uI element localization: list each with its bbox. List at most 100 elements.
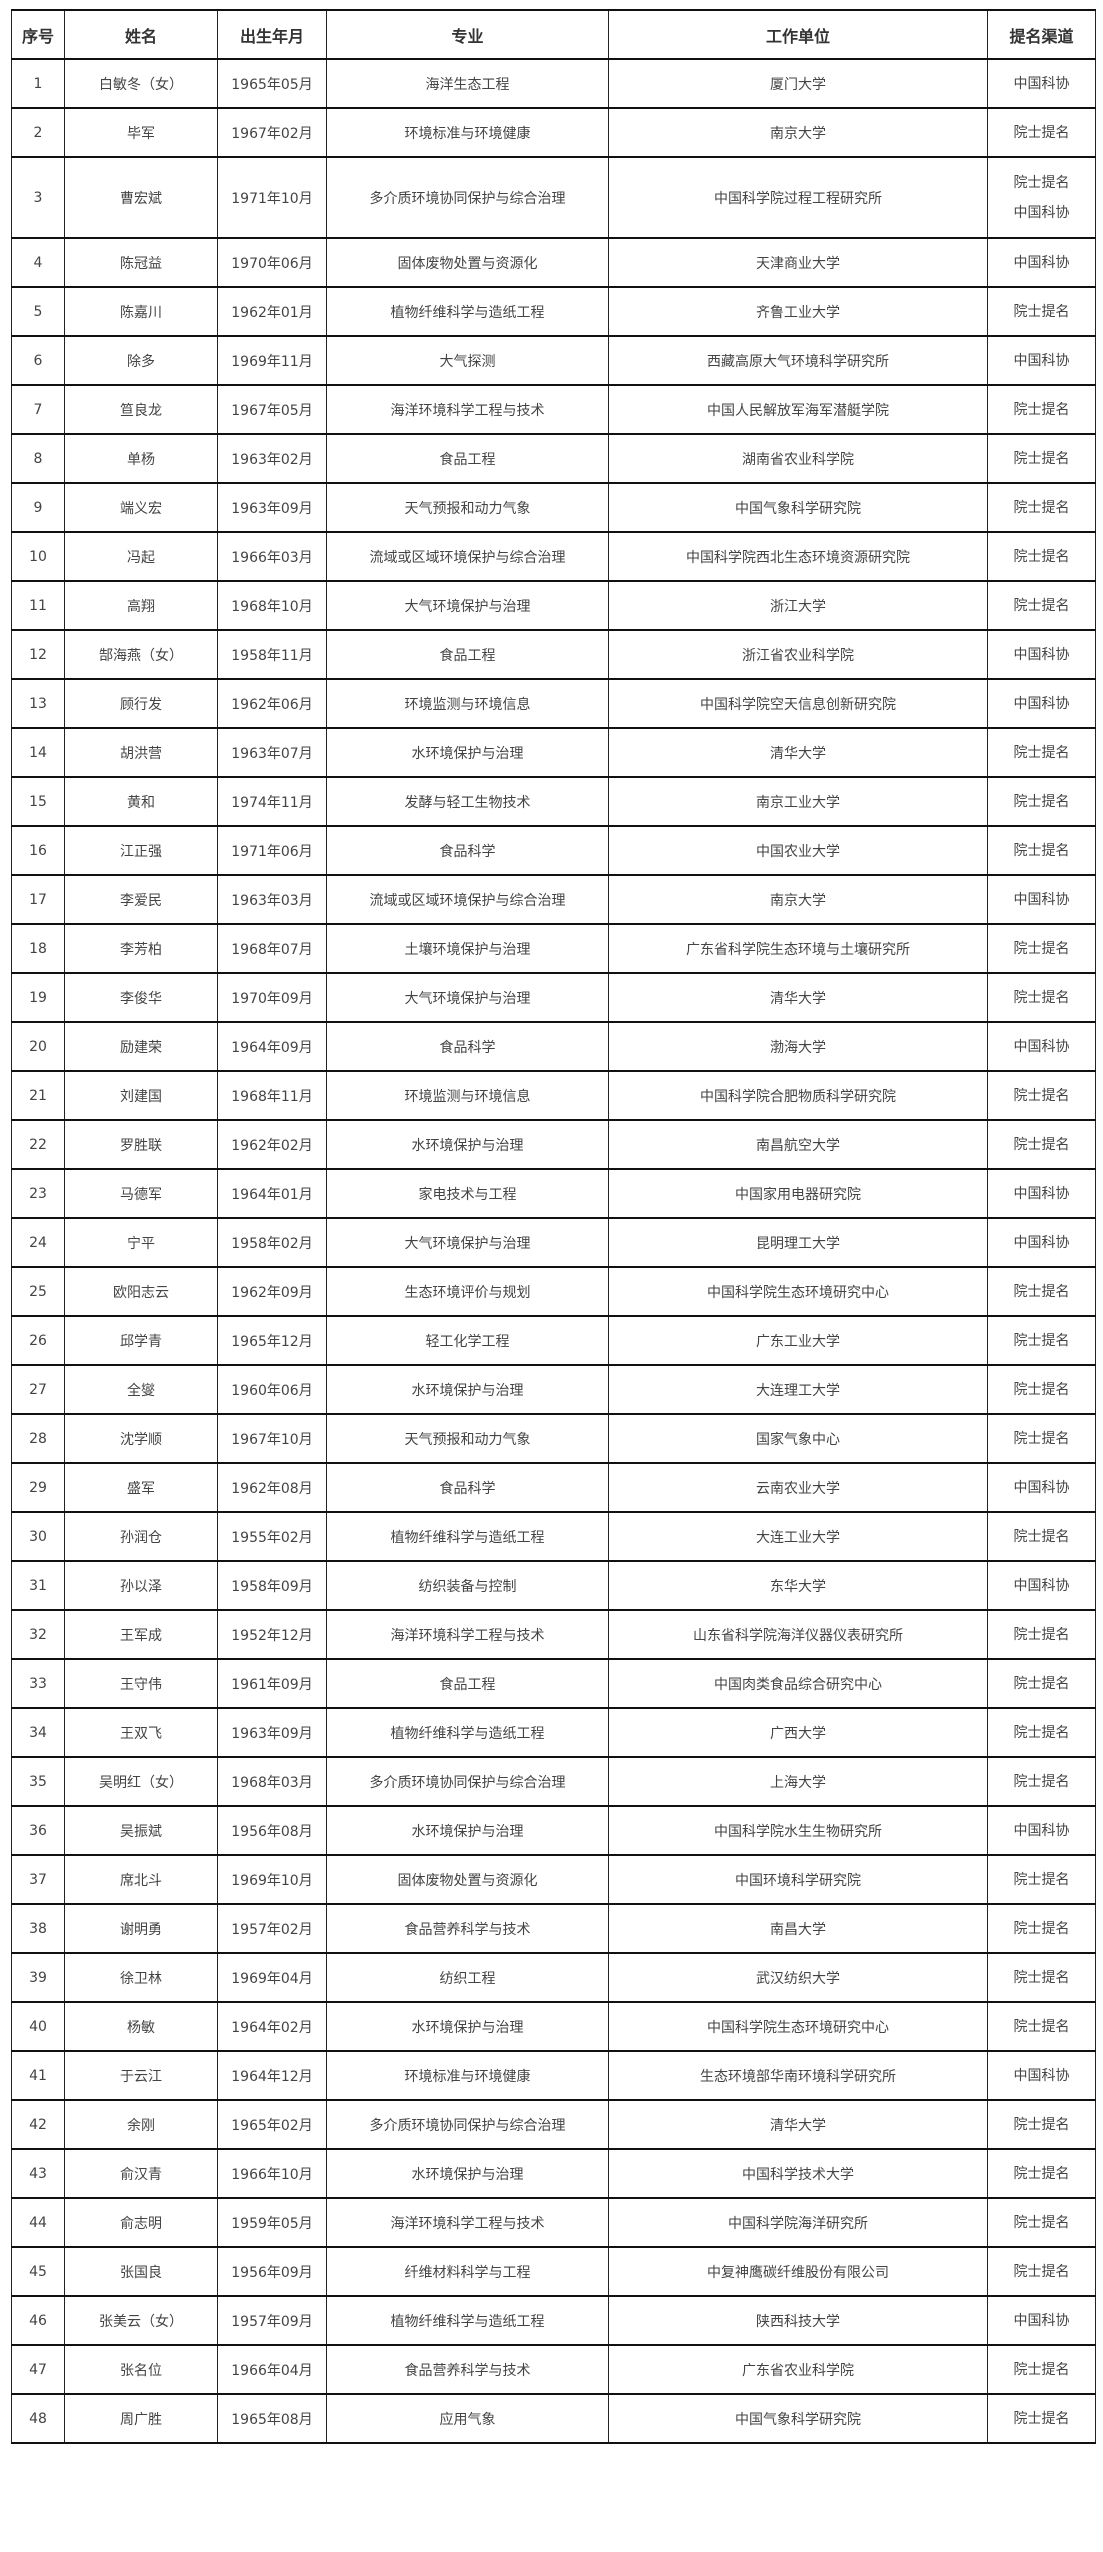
cell-index: 7: [11, 384, 65, 435]
cell-major: 海洋环境科学工程与技术: [326, 2197, 609, 2248]
cell-employer: 昆明理工大学: [608, 1217, 988, 1268]
cell-index: 40: [11, 2001, 65, 2052]
cell-name: 张美云（女）: [64, 2295, 218, 2346]
cell-employer: 浙江大学: [608, 580, 988, 631]
cell-name: 沈学顺: [64, 1413, 218, 1464]
channel-label: 院士提名: [1013, 989, 1070, 1006]
cell-birth: 1968年10月: [217, 580, 327, 631]
channel-label: 院士提名: [1013, 2214, 1070, 2231]
cell-employer: 南京大学: [608, 107, 988, 158]
cell-major: 植物纤维科学与造纸工程: [326, 1707, 609, 1758]
channel-label: 中国科协: [1013, 75, 1070, 92]
cell-birth: 1964年09月: [217, 1021, 327, 1072]
cell-index: 5: [11, 286, 65, 337]
cell-name: 俞汉青: [64, 2148, 218, 2199]
cell-major: 大气探测: [326, 335, 609, 386]
cell-index: 10: [11, 531, 65, 582]
cell-major: 发酵与轻工生物技术: [326, 776, 609, 827]
table-row: 41 于云江 1964年12月 环境标准与环境健康 生态环境部华南环境科学研究所 中国科协: [11, 2050, 1096, 2101]
cell-channel: 中国科协: [987, 678, 1096, 729]
table-row: 34 王双飞 1963年09月 植物纤维科学与造纸工程 广西大学 院士提名: [11, 1707, 1096, 1758]
cell-major: 流域或区域环境保护与综合治理: [326, 874, 609, 925]
cell-name: 孙润仓: [64, 1511, 218, 1562]
channel-label: 院士提名: [1013, 1136, 1070, 1153]
channel-label: 中国科协: [1013, 254, 1070, 271]
cell-major: 纺织工程: [326, 1952, 609, 2003]
table-header-row: 序号 姓名 出生年月 专业 工作单位 提名渠道: [11, 9, 1096, 60]
channel-label: 院士提名: [1013, 2263, 1070, 2280]
table-row: 40 杨敏 1964年02月 水环境保护与治理 中国科学院生态环境研究中心 院士提名: [11, 2001, 1096, 2052]
cell-channel: 中国科协: [987, 1217, 1096, 1268]
table-row: 28 沈学顺 1967年10月 天气预报和动力气象 国家气象中心 院士提名: [11, 1413, 1096, 1464]
cell-index: 18: [11, 923, 65, 974]
cell-index: 4: [11, 237, 65, 288]
table-body: 1 白敏冬（女） 1965年05月 海洋生态工程 厦门大学 中国科协 2 毕军 1967年02月…: [11, 58, 1096, 2444]
cell-name: 江正强: [64, 825, 218, 876]
cell-employer: 广东省农业科学院: [608, 2344, 988, 2395]
channel-label: 院士提名: [1013, 2116, 1070, 2133]
channel-label: 院士提名: [1013, 124, 1070, 141]
table-row: 30 孙润仓 1955年02月 植物纤维科学与造纸工程 大连工业大学 院士提名: [11, 1511, 1096, 1562]
cell-employer: 中国人民解放军海军潜艇学院: [608, 384, 988, 435]
table-row: 44 俞志明 1959年05月 海洋环境科学工程与技术 中国科学院海洋研究所 院士提名: [11, 2197, 1096, 2248]
channel-label: 中国科协: [1013, 1185, 1070, 1202]
header-index: 序号: [11, 9, 65, 60]
cell-index: 31: [11, 1560, 65, 1611]
cell-name: 李俊华: [64, 972, 218, 1023]
cell-employer: 南京工业大学: [608, 776, 988, 827]
cell-employer: 中复神鹰碳纤维股份有限公司: [608, 2246, 988, 2297]
cell-major: 多介质环境协同保护与综合治理: [326, 1756, 609, 1807]
channel-label: 中国科协: [1013, 1577, 1070, 1594]
cell-major: 食品工程: [326, 1658, 609, 1709]
table-row: 24 宁平 1958年02月 大气环境保护与治理 昆明理工大学 中国科协: [11, 1217, 1096, 1268]
cell-index: 25: [11, 1266, 65, 1317]
cell-channel: 院士提名 中国科协: [987, 156, 1096, 239]
cell-employer: 中国气象科学研究院: [608, 482, 988, 533]
cell-birth: 1968年07月: [217, 923, 327, 974]
cell-employer: 广东省科学院生态环境与土壤研究所: [608, 923, 988, 974]
channel-label: 院士提名: [1013, 450, 1070, 467]
cell-birth: 1952年12月: [217, 1609, 327, 1660]
cell-employer: 国家气象中心: [608, 1413, 988, 1464]
cell-major: 植物纤维科学与造纸工程: [326, 2295, 609, 2346]
cell-name: 俞志明: [64, 2197, 218, 2248]
cell-name: 余刚: [64, 2099, 218, 2150]
cell-channel: 院士提名: [987, 1658, 1096, 1709]
header-employer: 工作单位: [608, 9, 988, 60]
cell-name: 邱学青: [64, 1315, 218, 1366]
cell-employer: 中国科学技术大学: [608, 2148, 988, 2199]
cell-channel: 中国科协: [987, 58, 1096, 109]
channel-label: 院士提名: [1013, 1675, 1070, 1692]
cell-name: 宁平: [64, 1217, 218, 1268]
cell-index: 11: [11, 580, 65, 631]
cell-index: 45: [11, 2246, 65, 2297]
table-row: 22 罗胜联 1962年02月 水环境保护与治理 南昌航空大学 院士提名: [11, 1119, 1096, 1170]
cell-major: 水环境保护与治理: [326, 727, 609, 778]
cell-major: 流域或区域环境保护与综合治理: [326, 531, 609, 582]
cell-index: 36: [11, 1805, 65, 1856]
cell-index: 19: [11, 972, 65, 1023]
cell-name: 张国良: [64, 2246, 218, 2297]
cell-name: 白敏冬（女）: [64, 58, 218, 109]
cell-name: 笪良龙: [64, 384, 218, 435]
cell-birth: 1964年01月: [217, 1168, 327, 1219]
cell-index: 14: [11, 727, 65, 778]
cell-birth: 1960年06月: [217, 1364, 327, 1415]
cell-index: 34: [11, 1707, 65, 1758]
cell-name: 励建荣: [64, 1021, 218, 1072]
cell-major: 水环境保护与治理: [326, 1119, 609, 1170]
cell-birth: 1959年05月: [217, 2197, 327, 2248]
cell-major: 环境监测与环境信息: [326, 678, 609, 729]
cell-birth: 1965年02月: [217, 2099, 327, 2150]
cell-name: 谢明勇: [64, 1903, 218, 1954]
cell-channel: 院士提名: [987, 2148, 1096, 2199]
cell-name: 郜海燕（女）: [64, 629, 218, 680]
cell-channel: 中国科协: [987, 335, 1096, 386]
channel-label: 中国科协: [1013, 204, 1070, 221]
cell-name: 端义宏: [64, 482, 218, 533]
cell-channel: 院士提名: [987, 531, 1096, 582]
table-row: 36 吴振斌 1956年08月 水环境保护与治理 中国科学院水生生物研究所 中国科协: [11, 1805, 1096, 1856]
cell-major: 食品工程: [326, 629, 609, 680]
channel-label: 院士提名: [1013, 2165, 1070, 2182]
cell-employer: 武汉纺织大学: [608, 1952, 988, 2003]
